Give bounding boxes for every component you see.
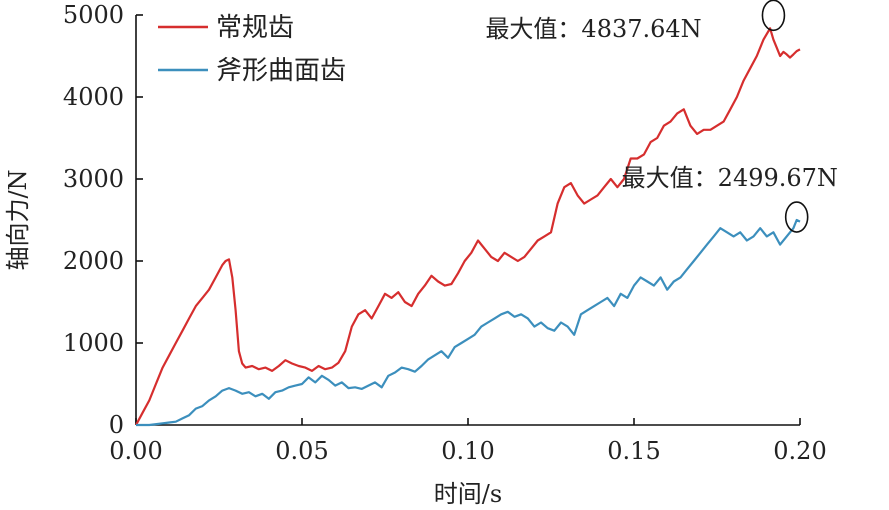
y-tick-label: 5000 (63, 1, 124, 29)
y-tick-label: 0 (109, 411, 124, 439)
y-axis-title: 轴向力/N (4, 169, 32, 270)
legend-label-conventional: 常规齿 (216, 13, 294, 43)
y-tick-label: 4000 (63, 83, 124, 111)
legend: 常规齿 斧形曲面齿 (158, 13, 346, 86)
annotation-max-conventional-label: 最大值：4837.64N (485, 15, 701, 43)
series-layer (135, 27, 801, 427)
annotation-max-axe-curved-label: 最大值：2499.67N (622, 164, 838, 192)
x-axis-title: 时间/s (434, 480, 502, 508)
series-line-conventional (135, 27, 801, 426)
ticks: 0.00 0.05 0.10 0.15 0.20 0 1000 2000 3000 4000 500… (63, 1, 827, 465)
y-tick-label: 3000 (63, 165, 124, 193)
x-tick-label: 0.00 (109, 437, 162, 465)
x-tick-label: 0.15 (607, 437, 660, 465)
legend-label-axe-curved: 斧形曲面齿 (216, 56, 346, 86)
y-tick-label: 2000 (63, 247, 124, 275)
annotation-max-conventional-marker (761, 0, 786, 32)
x-tick-label: 0.10 (441, 437, 494, 465)
series-line-axe-curved (136, 218, 801, 427)
x-tick-label: 0.20 (773, 437, 826, 465)
annotation-max-axe-curved-marker (784, 201, 809, 233)
x-tick-label: 0.05 (275, 437, 328, 465)
y-tick-label: 1000 (63, 329, 124, 357)
annotations: 最大值：4837.64N 最大值：2499.67N (485, 0, 838, 233)
